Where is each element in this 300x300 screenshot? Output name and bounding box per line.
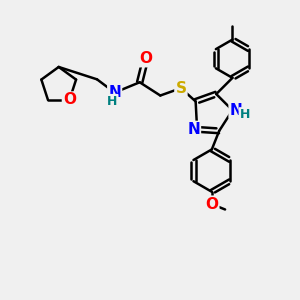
Text: O: O [205,197,218,212]
Text: O: O [63,92,76,107]
Text: S: S [176,81,186,96]
Text: N: N [108,85,121,100]
Text: O: O [139,51,152,66]
Text: N: N [187,122,200,137]
Text: N: N [230,103,242,118]
Text: H: H [107,95,118,108]
Text: H: H [240,108,250,121]
